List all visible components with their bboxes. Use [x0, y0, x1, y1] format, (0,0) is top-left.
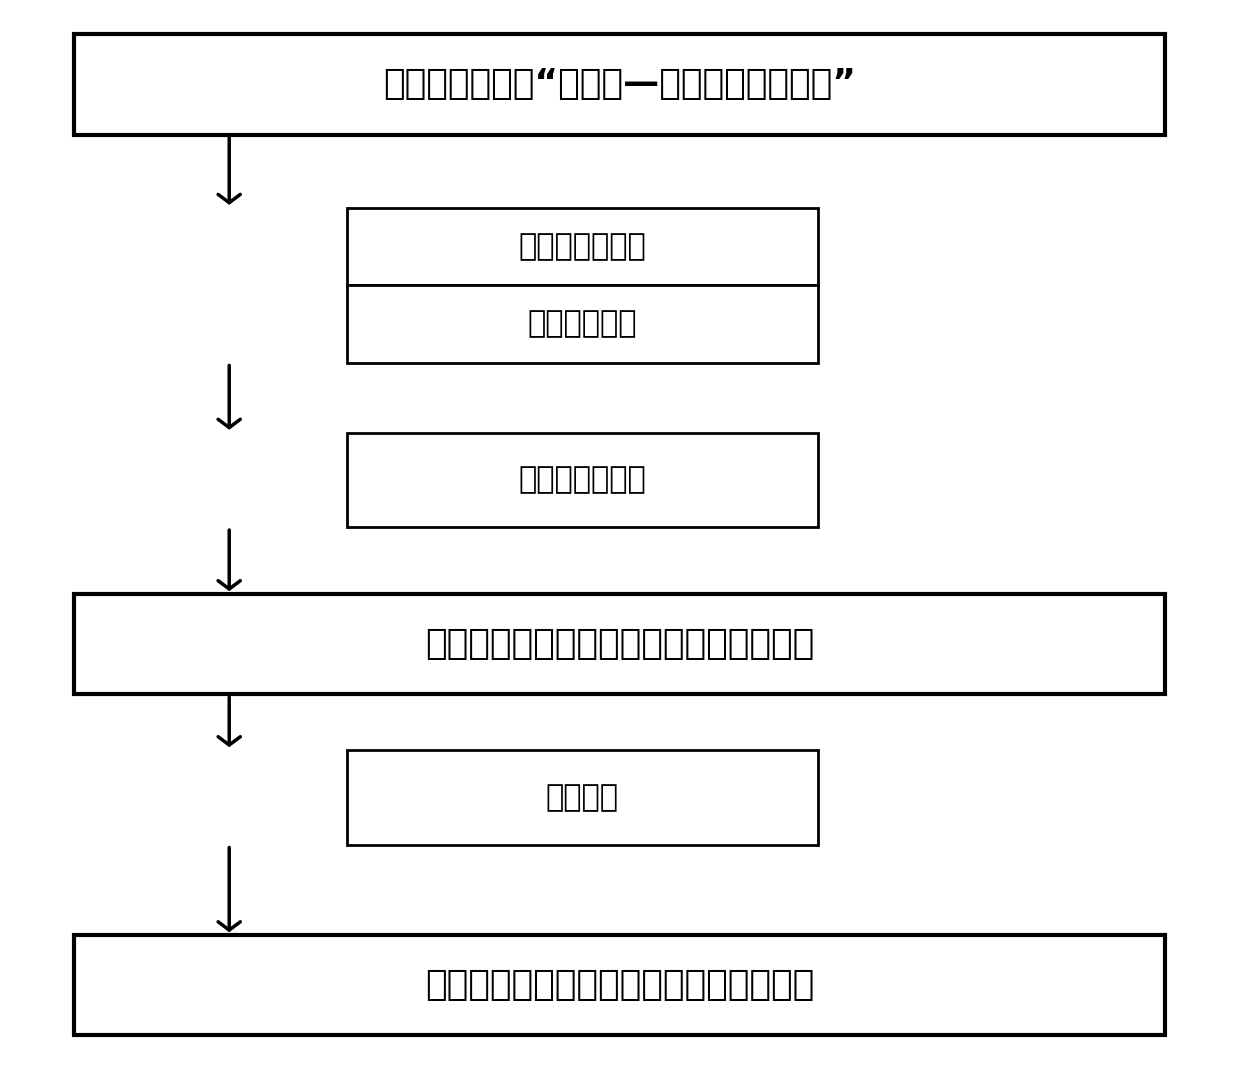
Text: 启动：语音输入“关键词—特殊专业术语组合”: 启动：语音输入“关键词—特殊专业术语组合” — [383, 68, 856, 101]
Text: 记录：所有符合条件记录，生成研究病历: 记录：所有符合条件记录，生成研究病历 — [425, 968, 814, 1002]
Bar — [347, 433, 818, 527]
Bar — [74, 935, 1165, 1035]
Text: 语音合成引擎: 语音合成引擎 — [528, 310, 637, 338]
Bar — [74, 34, 1165, 134]
Bar — [74, 594, 1165, 694]
Text: 精确或模糊搜索: 精确或模糊搜索 — [518, 466, 647, 494]
Text: 继续搜索: 继续搜索 — [546, 783, 618, 811]
Text: 语音专业术语库: 语音专业术语库 — [518, 232, 647, 260]
Text: 识别：识别第一条记录，抓取数据，确认: 识别：识别第一条记录，抓取数据，确认 — [425, 627, 814, 661]
Bar — [347, 750, 818, 845]
Bar — [347, 208, 818, 285]
Bar — [347, 285, 818, 363]
